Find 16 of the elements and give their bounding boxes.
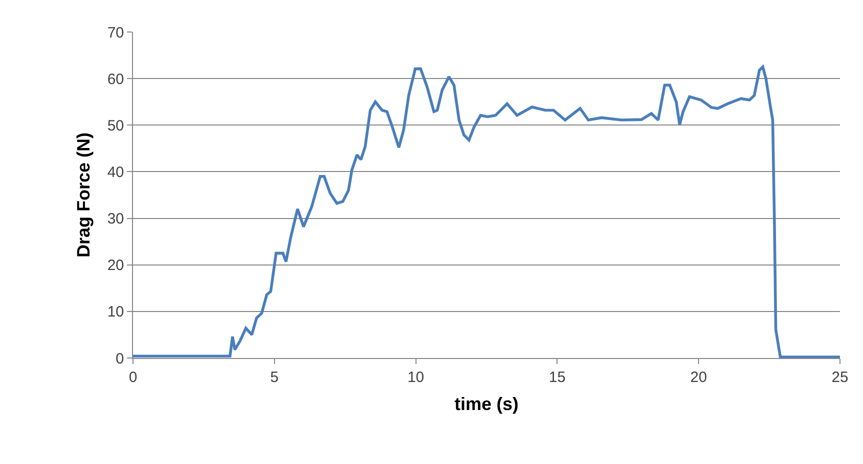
y-tick-label: 60 [107, 70, 124, 88]
x-tick-label: 10 [407, 369, 424, 386]
y-tick-label: 40 [107, 164, 124, 181]
y-tick-label: 30 [107, 210, 124, 228]
y-tick-label: 10 [107, 304, 124, 321]
x-tick-label: 20 [690, 369, 707, 386]
x-tick-label: 0 [128, 369, 138, 386]
y-tick-label: 20 [107, 257, 124, 274]
x-tick-label: 5 [270, 369, 279, 386]
y-axis-title: Drag Force (N) [74, 132, 94, 258]
y-tick-label: 50 [107, 117, 124, 134]
x-tick-label: 15 [548, 369, 566, 386]
y-tick-label: 70 [107, 24, 124, 42]
x-axis-title: time (s) [454, 394, 519, 414]
x-tick-label: 25 [832, 369, 848, 386]
y-tick-label: 0 [116, 350, 124, 368]
